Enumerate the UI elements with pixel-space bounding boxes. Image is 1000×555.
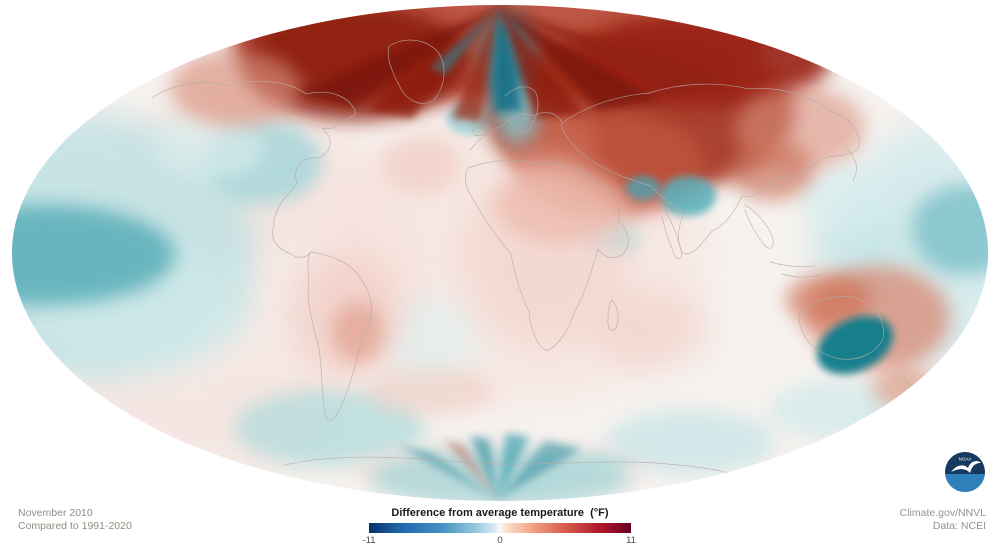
coastline-asia <box>561 83 860 255</box>
polar-streak <box>444 440 498 500</box>
anomaly-blob <box>235 390 425 466</box>
coastline-se-asia <box>744 204 774 249</box>
polar-streak <box>498 441 582 500</box>
anomaly-blob <box>365 368 495 416</box>
coastline-greenland <box>387 39 445 104</box>
anomaly-blob <box>660 176 716 216</box>
legend-tick-max: 11 <box>626 535 636 546</box>
anomaly-blob <box>380 297 480 387</box>
polar-streak <box>298 7 499 106</box>
anomaly-blob <box>12 205 175 305</box>
anomaly-blob <box>873 366 937 410</box>
legend-ticks: -11 0 11 <box>362 535 635 547</box>
anomaly-blob <box>910 185 988 275</box>
anomaly-blob <box>590 290 710 370</box>
anomaly-blob <box>730 140 814 200</box>
polar-streak <box>398 446 498 500</box>
polar-streak <box>452 7 499 122</box>
anomaly-blob <box>817 315 893 375</box>
coastlines <box>151 39 913 475</box>
anomaly-blob <box>332 302 384 362</box>
date-block: November 2010 Compared to 1991-2020 <box>18 507 132 533</box>
coastline-australia <box>798 296 884 360</box>
credit-source: Climate.gov/NNVL <box>899 507 986 519</box>
noaa-gull-icon <box>951 460 981 473</box>
polar-streak <box>494 7 522 112</box>
legend-title: Difference from average temperature (°F) <box>340 507 660 519</box>
coastline-south-america <box>307 251 372 421</box>
polar-streak <box>499 7 658 110</box>
coastline-india <box>661 209 682 260</box>
anomaly-blob <box>155 116 265 180</box>
legend-unit: (°F) <box>590 507 609 519</box>
polar-streak <box>499 7 728 94</box>
baseline-label: Compared to 1991-2020 <box>18 520 132 532</box>
noaa-logo-sea <box>945 474 985 492</box>
credits: Climate.gov/NNVL Data: NCEI <box>900 507 986 533</box>
noaa-logo: NOAA <box>945 452 985 492</box>
anomaly-blob <box>380 135 460 195</box>
anomaly-blob <box>786 274 870 326</box>
polar-streak <box>498 433 529 500</box>
legend-tick-mid: 0 <box>497 535 503 546</box>
polar-streaks <box>298 7 728 500</box>
anomaly-blob <box>170 50 300 126</box>
date-label: November 2010 <box>18 507 93 519</box>
coastline-madagascar <box>607 299 619 331</box>
coastline-north-america <box>151 80 357 258</box>
legend: Difference from average temperature (°F)… <box>340 507 660 547</box>
anomaly-blob <box>626 176 660 200</box>
noaa-logo-text: NOAA <box>959 457 972 462</box>
polar-streak <box>499 7 584 118</box>
polar-streak <box>430 7 499 74</box>
polar-streak <box>470 436 498 500</box>
coastline-indonesia <box>769 261 821 278</box>
coastline-uk <box>471 124 491 136</box>
polar-streak <box>368 7 499 118</box>
coastline-antarctica <box>284 456 733 475</box>
coastline-africa <box>465 160 629 352</box>
legend-tick-min: -11 <box>362 535 376 546</box>
anomaly-blob <box>605 410 775 474</box>
coastline-europe <box>469 112 563 151</box>
legend-title-text: Difference from average temperature <box>391 507 584 519</box>
coastline-scandinavia <box>504 86 539 134</box>
world-anomaly-map <box>12 5 988 501</box>
anomaly-blob <box>495 167 625 243</box>
anomaly-blob <box>800 165 890 235</box>
polar-streak <box>498 452 642 500</box>
coastline-japan <box>845 147 857 181</box>
credit-data: Data: NCEI <box>932 520 986 532</box>
legend-bar <box>369 523 631 533</box>
